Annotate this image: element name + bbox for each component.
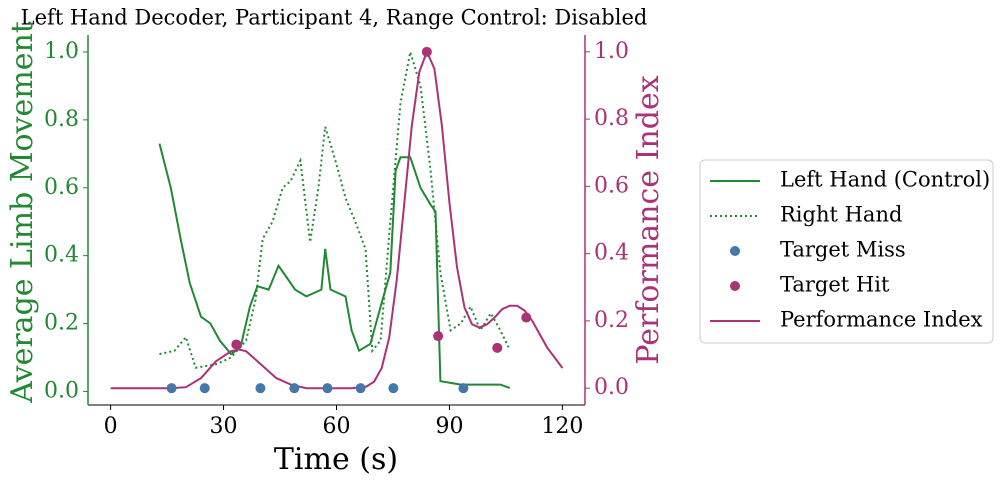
y2-tick-label: 0.6 xyxy=(594,173,629,198)
y2-tick-label: 0.0 xyxy=(594,375,629,400)
scatter-point xyxy=(289,383,300,394)
scatter-point xyxy=(322,383,333,394)
scatter-point xyxy=(231,339,242,350)
y2-axis-label: Performance Index xyxy=(631,75,666,364)
legend-box xyxy=(699,159,994,344)
scatter-point xyxy=(255,383,266,394)
scatter-point xyxy=(199,383,210,394)
y2-tick-label: 0.4 xyxy=(594,241,629,266)
x-tick-label: 60 xyxy=(323,414,351,439)
y-tick-label: 0.0 xyxy=(44,378,79,403)
series-line xyxy=(158,143,511,389)
x-tick-label: 0 xyxy=(104,414,118,439)
scatter-point xyxy=(421,46,432,57)
y-tick-label: 0.8 xyxy=(44,107,79,132)
scatter-point xyxy=(492,342,503,353)
y-tick-label: 0.6 xyxy=(44,175,79,200)
legend-handle xyxy=(730,246,740,256)
y-tick-label: 1.0 xyxy=(44,39,79,64)
y-tick-label: 0.4 xyxy=(44,243,79,268)
scatter-point xyxy=(458,383,469,394)
scatter-point xyxy=(355,383,366,394)
x-tick-label: 120 xyxy=(541,414,583,439)
series-line xyxy=(159,51,510,369)
legend-label: Target Hit xyxy=(780,273,890,297)
legend-label: Target Miss xyxy=(780,238,906,262)
scatter-point xyxy=(521,312,532,323)
legend-handle xyxy=(730,281,740,291)
scatter-point xyxy=(388,383,399,394)
y2-tick-label: 1.0 xyxy=(594,39,629,64)
y2-tick-label: 0.8 xyxy=(594,106,629,131)
x-tick-label: 90 xyxy=(435,414,463,439)
x-tick-label: 30 xyxy=(210,414,238,439)
legend-label: Performance Index xyxy=(780,308,983,332)
chart-title: Left Hand Decoder, Participant 4, Range … xyxy=(21,6,648,30)
scatter-point xyxy=(166,383,177,394)
legend-label: Left Hand (Control) xyxy=(780,168,990,192)
y2-tick-label: 0.2 xyxy=(594,308,629,333)
x-axis-label: Time (s) xyxy=(274,442,398,477)
legend-label: Right Hand xyxy=(780,203,902,227)
series-line xyxy=(110,49,564,390)
y-axis-label: Average Limb Movement xyxy=(5,21,40,404)
scatter-point xyxy=(433,331,444,342)
y-tick-label: 0.2 xyxy=(44,311,79,336)
